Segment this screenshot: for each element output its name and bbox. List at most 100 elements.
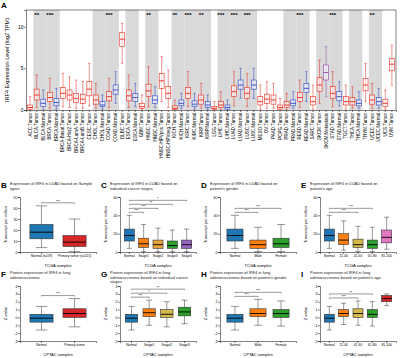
x-tick-label: Male [254,254,261,258]
x-tick-label: PCPG.Tumor [278,113,283,140]
y-tick: 0 [21,107,26,113]
x-tick-label: SKCM.Metastasis [324,112,329,149]
y-tick: 4 [116,285,120,289]
whisker-cap [164,326,170,327]
x-tick: HNSC.Normal [153,110,158,142]
box [87,82,92,96]
whisker-cap [345,85,347,86]
box [337,92,342,101]
x-tick-label: Normal [324,254,335,258]
x-tick: DLBC.Tumor [120,110,125,139]
shade-band [125,10,138,110]
x-tick: 81-100 [382,341,392,347]
y-tick-label: 30 [14,218,18,222]
x-tick-label: Female [276,254,287,258]
median [80,99,85,100]
whisker-cap [127,248,132,249]
y-tick: -2 [14,332,20,336]
median [139,106,144,107]
marks [30,206,86,252]
box [186,88,191,99]
significance: ** [370,12,375,18]
x-tick-mark [391,110,392,112]
y-tick: 20 [114,232,120,236]
box [339,234,349,245]
median [370,100,375,101]
x-tick: OV.Tumor [264,110,269,133]
x-tick-label: 81-100 [382,343,392,347]
x-tick-label: 61-80 [368,254,377,258]
x-tick-label: Primary tumor [64,343,86,347]
median [238,85,243,86]
y-tick-label: 4 [16,285,18,289]
whisker-cap [128,75,130,76]
y-axis-title: Z-value [3,306,8,320]
y-tick-label: 20 [114,232,118,236]
shade-band [349,10,362,110]
x-tick-label: Primary tumor (n=515) [58,254,91,258]
whisker-cap [206,109,208,110]
panel: -3-2-101234NormalStage1Stage2Stage3*****… [101,270,197,357]
median [124,235,134,236]
x-tick-mark [109,110,110,112]
median [383,103,388,104]
whisker-cap [128,306,134,307]
median [324,235,334,236]
x-tick-mark [214,110,215,112]
x-tick: Stage1 [144,341,155,347]
x-tick-mark [76,110,77,112]
y-tick-mark [18,230,20,231]
y-tick: 0 [116,316,120,320]
x-tick: KICH.Tumor [172,110,177,138]
median [47,97,52,98]
y-tick-label: 40 [14,207,18,211]
whisker-cap [187,106,189,107]
box [343,97,348,105]
box [167,241,177,248]
whisker-cap [246,73,248,74]
x-tick-label: Stage1 [138,254,149,258]
x-tick-label: HNSC.Tumor [146,113,151,140]
x-tick-label: THYM.Tumor [363,113,368,140]
y-tick-mark [118,234,120,235]
whisker-cap [82,81,84,82]
whisker-cap [35,107,37,108]
y-tick: 20 [14,229,20,233]
x-tick: ESCA.Tumor [126,110,131,139]
whisker-cap [29,110,31,111]
y-tick-label: 2 [16,300,18,304]
x-tick-label: READ.Tumor [297,113,302,140]
significance: *** [296,12,304,18]
significance: *** [142,205,147,209]
x-tick: LUAD.Tumor [231,110,236,139]
x-tick: UCEC.Tumor [370,110,375,140]
box [113,85,118,94]
whisker-cap [341,250,346,251]
x-tick: ACC.Tumor [28,110,33,137]
x-tick: THYM.Tumor [363,110,368,140]
y-tick-label: -3 [14,340,17,344]
y-tick-label: 0 [116,316,118,320]
x-tick: Female [276,252,287,258]
shade-band [329,10,342,110]
box [34,89,39,100]
y-tick: 0 [216,251,220,255]
significance: *** [256,289,261,293]
x-tick-mark [161,110,162,112]
whisker-cap [121,23,123,24]
y-axis: 0204060 [314,196,321,255]
shade-band [218,10,231,110]
whisker-cap [355,300,360,301]
y-tick-mark [118,310,120,311]
y-tick-mark [218,302,220,303]
x-tick-mark [260,110,261,112]
y-tick: 0 [316,316,320,320]
x-tick-label: Stage3 [179,343,190,347]
whisker-cap [338,105,340,106]
y-tick: 30 [14,218,20,222]
significance: *** [217,12,225,18]
whisker-cap [108,107,110,108]
marks [125,300,190,330]
median [278,107,283,108]
box [28,105,33,109]
